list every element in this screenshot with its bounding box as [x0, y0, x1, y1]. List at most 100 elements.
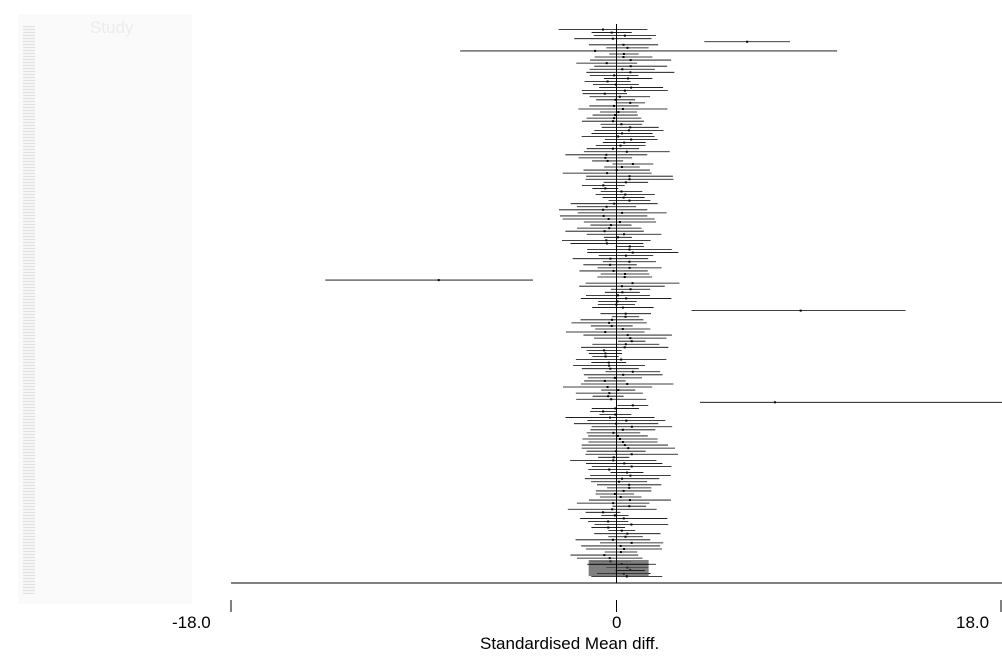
study-point-estimate — [611, 120, 614, 123]
study-point-estimate — [613, 492, 616, 495]
study-point-estimate — [594, 49, 597, 52]
study-point-estimate — [622, 43, 625, 46]
study-point-estimate — [617, 389, 620, 392]
study-point-estimate — [610, 324, 613, 327]
study-point-estimate — [612, 459, 615, 462]
study-point-estimate — [624, 535, 627, 538]
study-point-estimate — [629, 337, 632, 340]
study-point-estimate — [630, 453, 633, 456]
study-point-estimate — [773, 401, 776, 404]
study-point-estimate — [631, 370, 634, 373]
study-point-estimate — [626, 382, 629, 385]
study-point-estimate — [628, 266, 631, 269]
study-point-estimate — [622, 517, 625, 520]
study-point-estimate — [609, 416, 612, 419]
study-point-estimate — [613, 202, 616, 205]
study-point-estimate — [622, 489, 625, 492]
study-column-panel: Study — [18, 14, 192, 604]
study-point-estimate — [605, 153, 608, 156]
study-point-estimate — [620, 166, 623, 169]
study-point-estimate — [628, 199, 631, 202]
study-point-estimate — [629, 65, 632, 68]
study-point-estimate — [611, 37, 614, 40]
study-point-estimate — [627, 447, 630, 450]
study-point-estimate — [621, 428, 624, 431]
study-point-estimate — [609, 367, 612, 370]
study-point-estimate — [437, 279, 440, 282]
study-point-estimate — [612, 269, 615, 272]
study-point-estimate — [607, 395, 610, 398]
study-point-estimate — [614, 413, 617, 416]
study-point-estimate — [616, 300, 619, 303]
study-point-estimate — [621, 132, 624, 135]
study-point-estimate — [629, 474, 632, 477]
study-point-estimate — [618, 221, 621, 224]
study-point-estimate — [607, 361, 610, 364]
study-point-estimate — [608, 557, 611, 560]
study-point-estimate — [628, 486, 631, 489]
study-point-estimate — [628, 499, 631, 502]
study-point-estimate — [616, 434, 619, 437]
study-point-estimate — [621, 441, 624, 444]
study-point-estimate — [603, 230, 606, 233]
study-point-estimate — [605, 62, 608, 65]
study-point-estimate — [629, 101, 632, 104]
study-point-estimate — [604, 187, 607, 190]
study-names-stripe — [23, 26, 35, 594]
study-point-estimate — [621, 291, 624, 294]
study-point-estimate — [623, 34, 626, 37]
study-point-estimate — [603, 349, 606, 352]
study-point-estimate — [614, 83, 617, 86]
study-point-estimate — [607, 217, 610, 220]
study-point-estimate — [618, 480, 621, 483]
study-point-estimate — [622, 52, 625, 55]
study-point-estimate — [623, 276, 626, 279]
study-point-estimate — [623, 141, 626, 144]
study-point-estimate — [613, 74, 616, 77]
study-point-estimate — [623, 346, 626, 349]
study-point-estimate — [626, 334, 629, 337]
study-point-estimate — [605, 239, 608, 242]
study-point-estimate — [604, 156, 607, 159]
study-point-estimate — [603, 554, 606, 557]
study-point-estimate — [619, 496, 622, 499]
study-point-estimate — [630, 425, 633, 428]
study-point-estimate — [620, 190, 623, 193]
study-point-estimate — [619, 144, 622, 147]
study-point-estimate — [622, 373, 625, 376]
study-point-estimate — [629, 59, 632, 62]
study-point-estimate — [624, 272, 627, 275]
study-point-estimate — [629, 288, 632, 291]
study-point-estimate — [621, 306, 624, 309]
study-point-estimate — [613, 514, 616, 517]
study-point-estimate — [630, 541, 633, 544]
study-point-estimate — [621, 211, 624, 214]
study-point-estimate — [610, 398, 613, 401]
study-point-estimate — [631, 404, 634, 407]
study-point-estimate — [603, 92, 606, 95]
study-point-estimate — [799, 309, 802, 312]
study-point-estimate — [606, 80, 609, 83]
study-point-estimate — [609, 263, 612, 266]
study-point-estimate — [621, 477, 624, 480]
study-point-estimate — [612, 502, 615, 505]
study-point-estimate — [617, 111, 620, 114]
study-point-estimate — [630, 340, 633, 343]
study-point-estimate — [607, 526, 610, 529]
study-point-estimate — [625, 471, 628, 474]
study-point-estimate — [621, 327, 624, 330]
study-point-estimate — [619, 437, 622, 440]
study-point-estimate — [746, 40, 749, 43]
study-point-estimate — [602, 208, 605, 211]
study-point-estimate — [611, 538, 614, 541]
study-point-estimate — [604, 352, 607, 355]
study-point-estimate — [606, 159, 609, 162]
study-point-estimate — [612, 431, 615, 434]
study-point-estimate — [611, 508, 614, 511]
study-point-estimate — [616, 236, 619, 239]
study-point-estimate — [629, 569, 632, 572]
study-point-estimate — [613, 376, 616, 379]
study-point-estimate — [614, 98, 617, 101]
study-point-estimate — [608, 364, 611, 367]
